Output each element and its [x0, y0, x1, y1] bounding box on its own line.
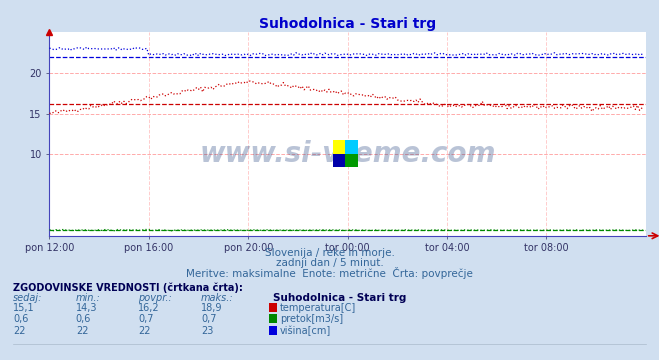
Text: 0,6: 0,6 — [76, 314, 91, 324]
Text: min.:: min.: — [76, 293, 101, 303]
Text: 16,2: 16,2 — [138, 303, 160, 314]
Text: pretok[m3/s]: pretok[m3/s] — [280, 314, 343, 324]
Text: Meritve: maksimalne  Enote: metrične  Črta: povprečje: Meritve: maksimalne Enote: metrične Črta… — [186, 267, 473, 279]
Text: Slovenija / reke in morje.: Slovenija / reke in morje. — [264, 248, 395, 258]
Text: ZGODOVINSKE VREDNOSTI (črtkana črta):: ZGODOVINSKE VREDNOSTI (črtkana črta): — [13, 282, 243, 293]
Text: sedaj:: sedaj: — [13, 293, 43, 303]
Text: 22: 22 — [13, 326, 26, 336]
Text: 14,3: 14,3 — [76, 303, 98, 314]
Text: www.si-vreme.com: www.si-vreme.com — [200, 140, 496, 168]
Text: 0,7: 0,7 — [138, 314, 154, 324]
Text: 15,1: 15,1 — [13, 303, 35, 314]
Text: 0,6: 0,6 — [13, 314, 28, 324]
Text: Suhodolnica - Stari trg: Suhodolnica - Stari trg — [273, 293, 407, 303]
Text: zadnji dan / 5 minut.: zadnji dan / 5 minut. — [275, 258, 384, 269]
Text: 23: 23 — [201, 326, 214, 336]
Title: Suhodolnica - Stari trg: Suhodolnica - Stari trg — [259, 17, 436, 31]
Text: povpr.:: povpr.: — [138, 293, 172, 303]
Text: maks.:: maks.: — [201, 293, 234, 303]
Text: 22: 22 — [76, 326, 88, 336]
Text: temperatura[C]: temperatura[C] — [280, 303, 357, 314]
Text: 22: 22 — [138, 326, 151, 336]
Text: 18,9: 18,9 — [201, 303, 223, 314]
Text: 0,7: 0,7 — [201, 314, 217, 324]
Text: višina[cm]: višina[cm] — [280, 326, 331, 336]
